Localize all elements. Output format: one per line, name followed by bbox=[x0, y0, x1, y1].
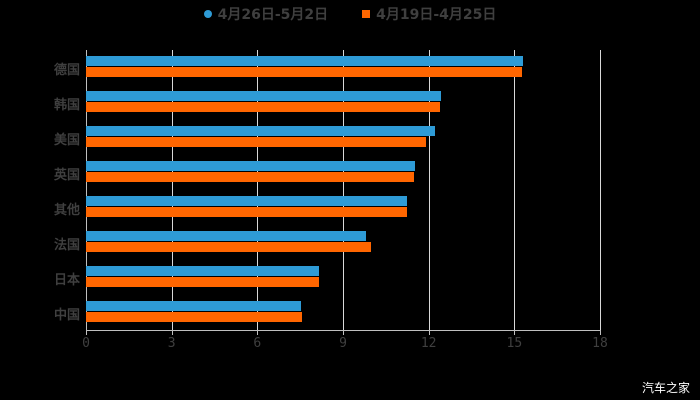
chart-legend: 4月26日-5月2日 4月19日-4月25日 bbox=[0, 4, 700, 24]
plot-area bbox=[86, 50, 601, 330]
x-tick bbox=[171, 330, 173, 335]
y-axis-line bbox=[86, 50, 87, 330]
bar-series2[interactable] bbox=[86, 311, 302, 322]
gridline bbox=[514, 50, 516, 330]
x-tick-label: 3 bbox=[167, 336, 176, 351]
category-label: 中国 bbox=[53, 308, 80, 323]
bar-series1[interactable] bbox=[86, 126, 435, 136]
watermark: 汽车之家 bbox=[641, 381, 690, 395]
bar-series1[interactable] bbox=[86, 266, 319, 276]
category-label: 英国 bbox=[53, 168, 80, 183]
category-label: 美国 bbox=[53, 133, 80, 148]
x-tick-label: 6 bbox=[253, 336, 262, 351]
category-label: 韩国 bbox=[53, 98, 80, 113]
legend-dot-icon bbox=[203, 10, 212, 18]
bar-series1[interactable] bbox=[86, 56, 523, 66]
x-tick bbox=[428, 330, 430, 335]
legend-item-series1[interactable]: 4月26日-5月2日 bbox=[203, 4, 329, 24]
x-tick bbox=[257, 330, 259, 335]
category-label: 德国 bbox=[53, 63, 80, 78]
legend-item-series2[interactable]: 4月19日-4月25日 bbox=[362, 4, 496, 24]
x-tick bbox=[86, 330, 87, 335]
legend-square-icon bbox=[362, 10, 371, 18]
bar-series1[interactable] bbox=[86, 301, 302, 311]
category-label: 其他 bbox=[53, 203, 80, 218]
bar-series1[interactable] bbox=[86, 196, 407, 206]
x-tick-label: 9 bbox=[339, 336, 347, 351]
gridline bbox=[257, 50, 259, 330]
x-tick-label: 18 bbox=[592, 336, 608, 351]
gridline bbox=[428, 50, 430, 330]
bar-series2[interactable] bbox=[86, 206, 407, 217]
bar-series2[interactable] bbox=[86, 171, 414, 182]
bar-series2[interactable] bbox=[86, 241, 371, 252]
gridline bbox=[171, 50, 173, 330]
category-label: 日本 bbox=[53, 273, 80, 288]
bar-series2[interactable] bbox=[86, 136, 426, 147]
x-tick bbox=[343, 330, 344, 335]
bar-series2[interactable] bbox=[86, 66, 523, 77]
gridline bbox=[600, 50, 601, 330]
x-tick-label: 15 bbox=[506, 336, 523, 351]
bar-series2[interactable] bbox=[86, 276, 319, 287]
gridline bbox=[343, 50, 344, 330]
bar-series1[interactable] bbox=[86, 91, 441, 101]
x-tick bbox=[600, 330, 601, 335]
legend-label: 4月26日-5月2日 bbox=[217, 7, 329, 23]
bar-series1[interactable] bbox=[86, 161, 415, 171]
x-tick bbox=[514, 330, 516, 335]
bar-series1[interactable] bbox=[86, 231, 366, 241]
bar-series2[interactable] bbox=[86, 101, 441, 112]
x-tick-label: 12 bbox=[420, 336, 437, 351]
category-label: 法国 bbox=[53, 238, 80, 253]
legend-label: 4月19日-4月25日 bbox=[376, 7, 497, 23]
x-tick-label: 0 bbox=[82, 336, 90, 351]
